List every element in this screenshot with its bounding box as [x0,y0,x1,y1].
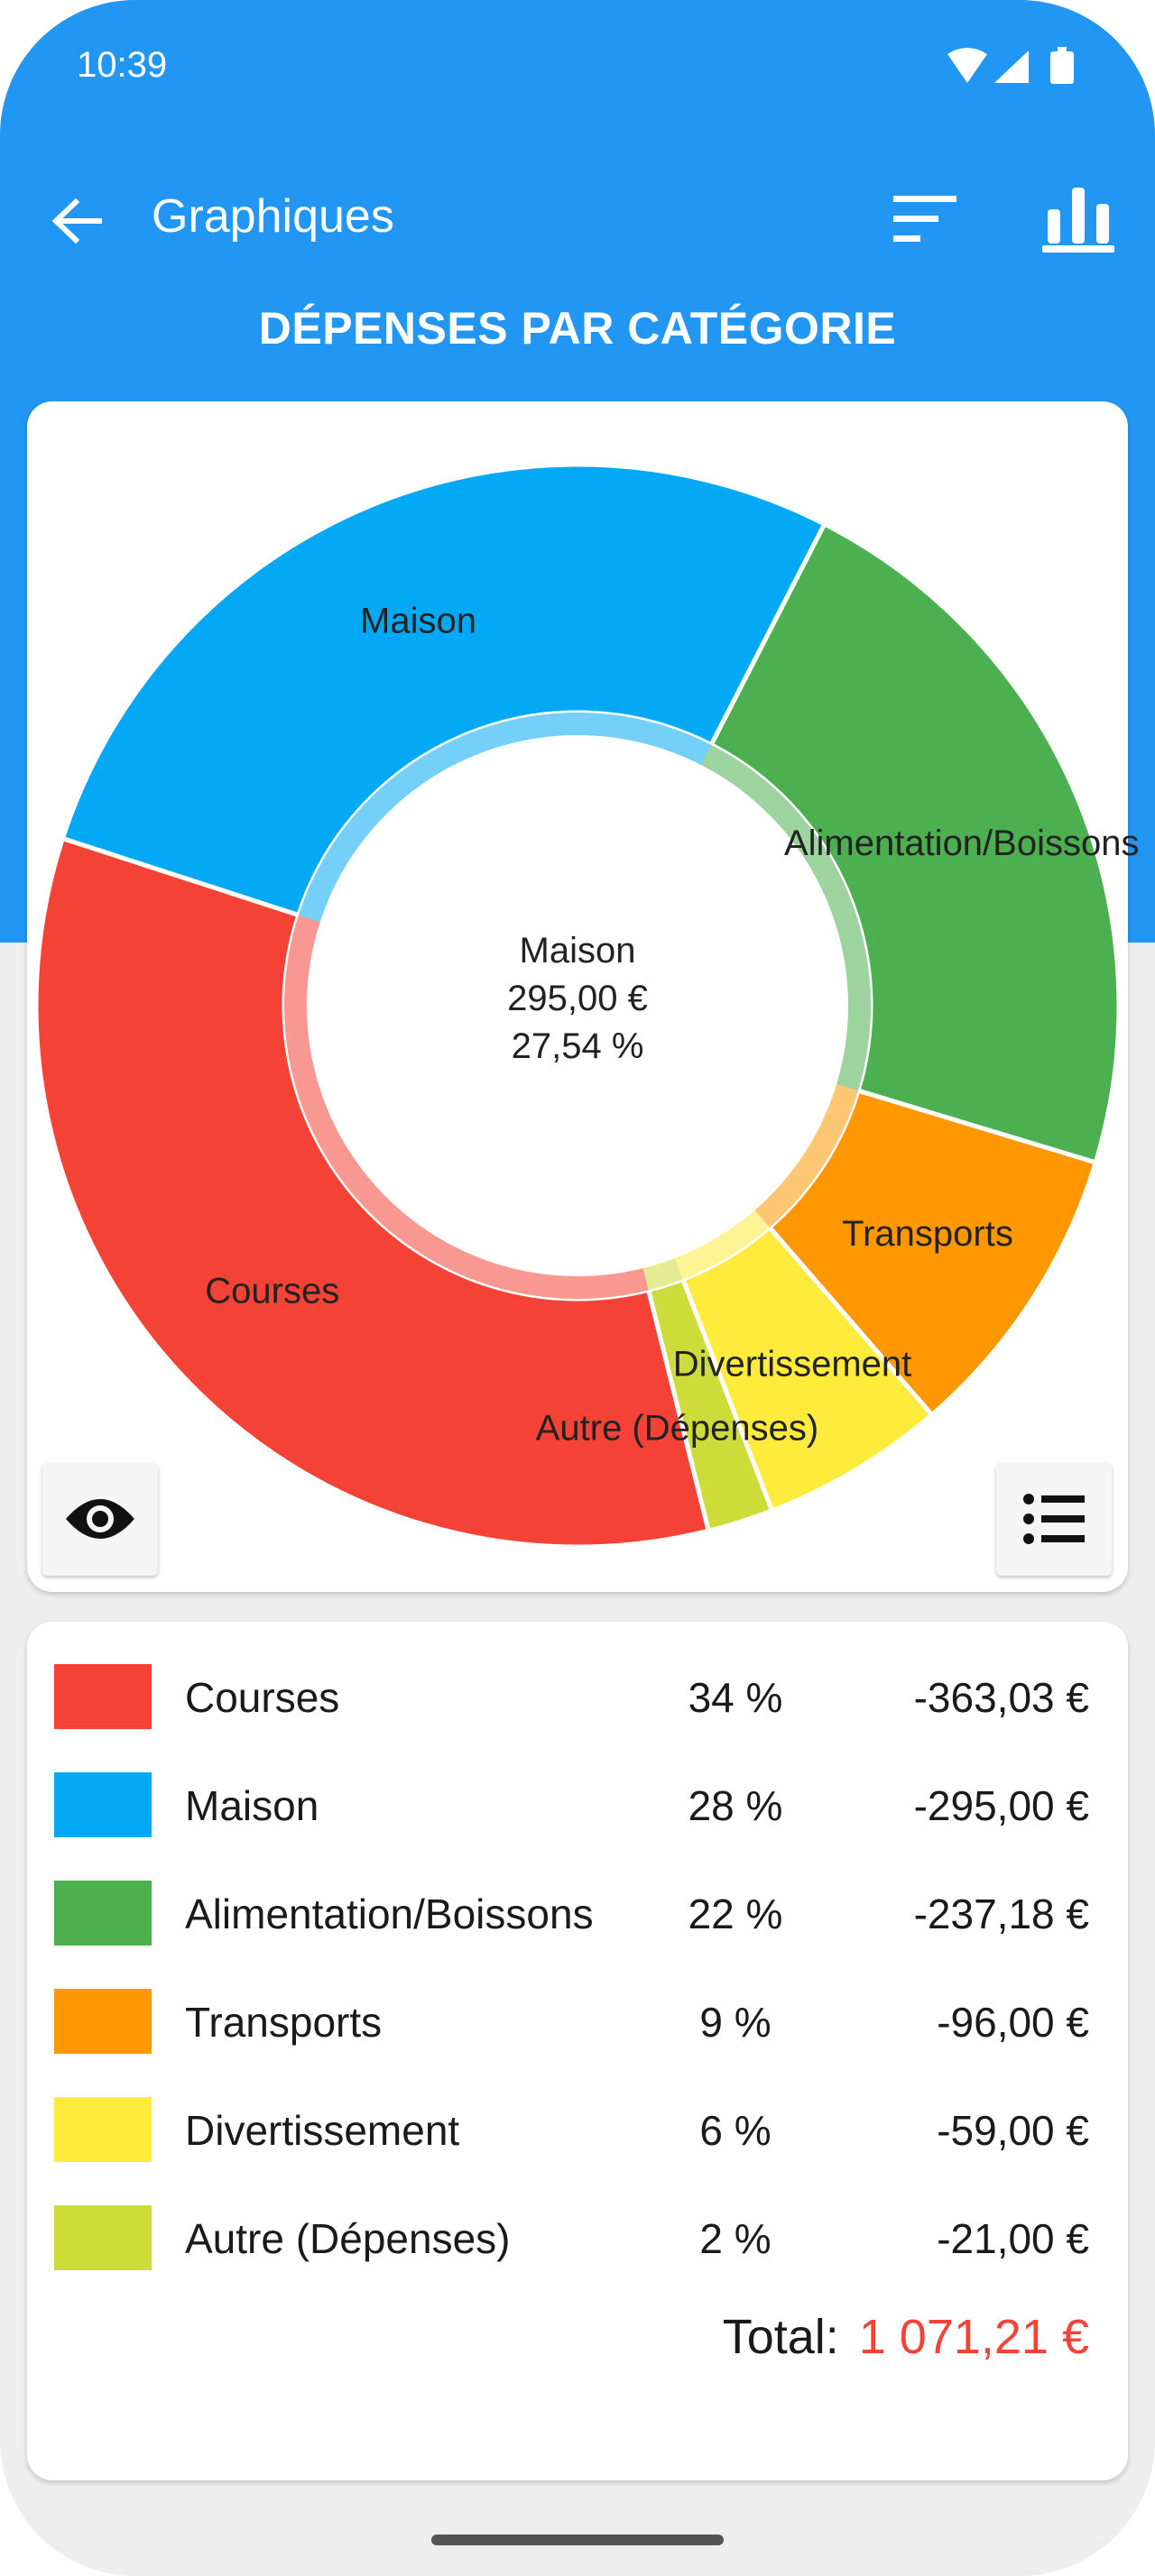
legend-percent: 22 % [688,1891,783,1937]
legend-row[interactable]: Autre (Dépenses) 2 % -21,00 € [0,2205,1155,2277]
status-time: 10:39 [77,45,168,85]
chart-slices [33,462,1122,1550]
home-indicator[interactable] [431,2535,724,2545]
legend-category-name: Alimentation/Boissons [185,1891,594,1937]
chart-center-hole [313,741,842,1270]
app-bar-title: Graphiques [152,190,394,243]
legend-percent: 34 % [688,1674,783,1721]
legend-percent: 2 % [699,2215,772,2262]
total-value: 1 071,21 € [858,2310,1089,2364]
chart-slice-label: Courses [205,1271,339,1311]
chart-slice-label: Alimentation/Boissons [784,823,1140,863]
legend-color-swatch [54,1989,152,2054]
chart-ring-segment [754,1083,859,1228]
battery-icon [1050,47,1074,84]
chart-ring-segment [642,1257,683,1291]
toggle-visibility-button[interactable] [42,1463,158,1576]
center-label: Maison [520,931,636,971]
chart-slice-label: Autre (Dépenses) [536,1408,818,1448]
status-icons [947,47,1074,84]
wifi-icon [947,48,987,83]
legend-percent: 28 % [688,1782,783,1829]
legend-row[interactable]: Transports 9 % -96,00 € [0,1989,1155,2061]
legend-color-swatch [54,1772,152,1837]
chart-ring-segment [298,712,712,923]
donut-chart[interactable]: Maison Alimentation/Boissons Transports Div… [0,0,1155,1605]
legend-category-name: Transports [185,1999,383,2046]
legend-row[interactable]: Maison 28 % -295,00 € [0,1772,1155,1845]
chart-slice-label: Transports [842,1214,1013,1254]
chart-slice-labels: Maison Alimentation/Boissons Transports Div… [205,601,1139,1448]
chart-ring-segment [700,744,871,1091]
show-list-button[interactable] [996,1463,1112,1576]
legend-category-name: Autre (Dépenses) [185,2215,511,2262]
legend-percent: 9 % [699,1999,772,2046]
total-line: Total: 1 071,21 € [723,2309,1089,2365]
center-percent: 27,54 % [512,1026,644,1066]
section-title: DÉPENSES PAR CATÉGORIE [258,303,897,354]
legend-category-name: Maison [185,1782,319,1829]
chart-ring-segment [284,915,649,1299]
legend-amount: -96,00 € [937,1999,1089,2046]
legend-row[interactable]: Courses 34 % -363,03 € [0,1664,1155,1736]
legend-row[interactable]: Divertissement 6 % -59,00 € [0,2097,1155,2169]
eye-icon [66,1499,134,1539]
legend-amount: -237,18 € [913,1891,1089,1937]
legend-amount: -295,00 € [913,1782,1089,1829]
chart-slice-label: Divertissement [673,1345,912,1385]
legend-category-name: Divertissement [185,2107,460,2154]
center-amount: 295,00 € [507,979,648,1018]
signal-icon [994,51,1029,83]
legend-color-swatch [54,2205,152,2270]
chart-ring-segment [674,1210,770,1280]
legend-amount: -59,00 € [937,2107,1089,2154]
app-bar: Graphiques [0,162,1155,271]
legend-amount: -363,03 € [913,1674,1089,1721]
legend-color-swatch [54,1881,152,1946]
legend-color-swatch [54,1664,152,1729]
list-icon [1023,1494,1085,1544]
chart-inner-ring [284,712,871,1299]
legend-amount: -21,00 € [937,2215,1089,2262]
legend-category-name: Courses [185,1674,340,1721]
back-arrow-icon[interactable] [45,189,108,253]
chart-slice-label: Maison [360,601,476,640]
legend-color-swatch [54,2097,152,2162]
legend-row[interactable]: Alimentation/Boissons 22 % -237,18 € [0,1881,1155,1953]
bar-chart-icon[interactable] [1042,182,1114,254]
legend-card [27,1622,1128,2480]
status-bar: 10:39 [0,0,1155,135]
sort-icon[interactable] [889,192,961,246]
legend-percent: 6 % [699,2107,772,2154]
total-label: Total: [722,2310,839,2364]
